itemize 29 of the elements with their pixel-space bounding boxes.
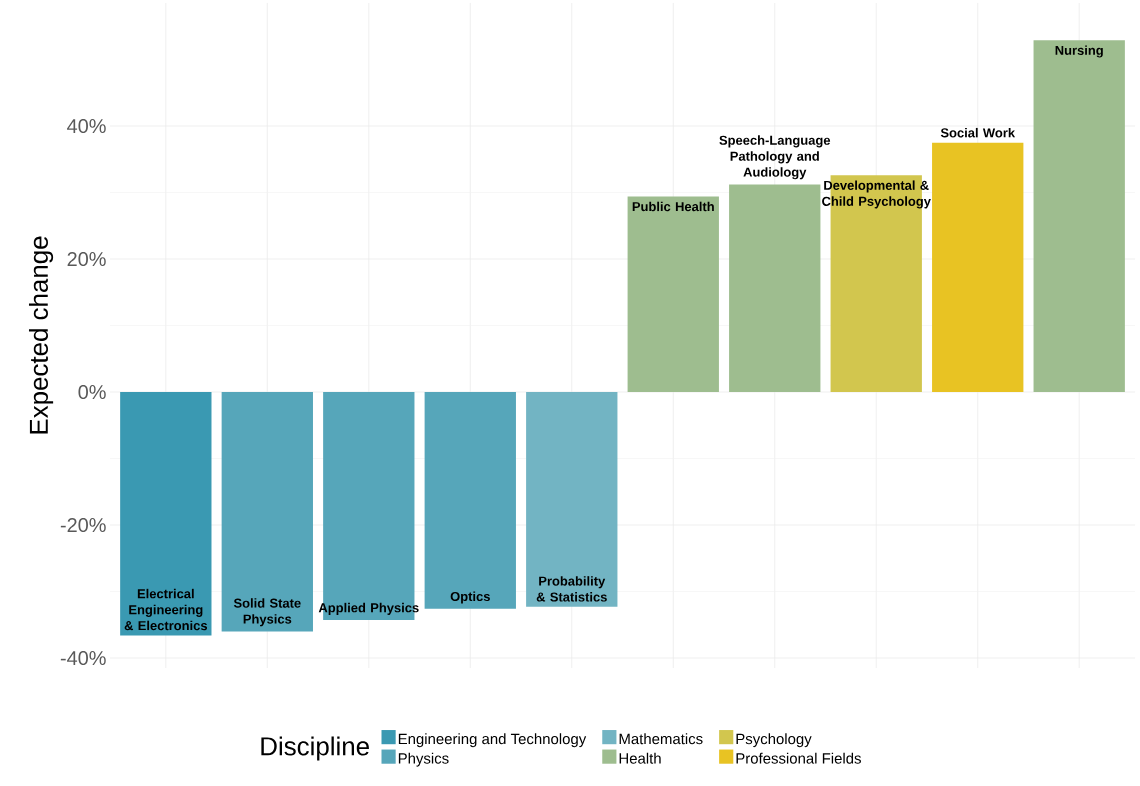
bar (729, 184, 821, 393)
y-tick-label: 0% (78, 384, 106, 400)
bar (1033, 40, 1125, 393)
y-tick-label: 20% (67, 251, 106, 267)
bar (120, 392, 212, 636)
bar (424, 392, 516, 609)
x-tick-label: Public Health (632, 201, 714, 212)
legend-label: Psychology (736, 733, 812, 748)
x-tick-label: Social Work (940, 127, 1016, 138)
y-axis-title: Expected change (28, 236, 54, 434)
legend-label: Health (619, 752, 661, 764)
bar (221, 392, 313, 632)
legend-title: Discipline (261, 736, 369, 761)
y-tick-label: -20% (60, 517, 106, 533)
legend-label: Mathematics (619, 733, 703, 745)
x-tick-label: Solid State Physics (233, 598, 301, 627)
legend-label: Physics (398, 752, 449, 767)
x-tick-label: Probability & Statistics (536, 576, 607, 602)
bar (932, 142, 1024, 393)
x-tick-label: Speech-Language Pathology and Audiology (719, 135, 831, 180)
legend-label: Professional Fields (736, 752, 861, 764)
y-tick-label: 40% (67, 118, 106, 134)
x-tick-label: Optics (450, 591, 490, 604)
y-tick-label: -40% (60, 650, 106, 666)
legend-label: Engineering and Technology (398, 733, 587, 748)
x-tick-label: Electrical Engineering & Electronics (124, 588, 208, 631)
x-tick-label: Nursing (1055, 45, 1103, 58)
bar (627, 196, 719, 393)
bar (526, 392, 618, 607)
